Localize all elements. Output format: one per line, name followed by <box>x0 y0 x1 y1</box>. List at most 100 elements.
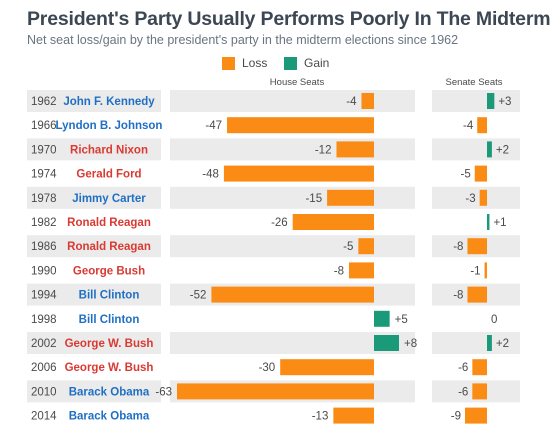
senate-bar-loss <box>472 383 487 400</box>
senate-value-label: +3 <box>498 96 511 108</box>
house-value-label: -30 <box>259 362 276 374</box>
house-bar-loss <box>292 214 374 230</box>
senate-seats-header: Senate Seats <box>445 77 503 88</box>
house-bar-loss <box>177 383 374 400</box>
year-label: 1994 <box>31 290 57 302</box>
chart-subtitle: Net seat loss/gain by the president's pa… <box>27 33 459 47</box>
year-label: 2006 <box>31 362 57 374</box>
house-bar-loss <box>327 189 374 206</box>
senate-band <box>432 332 520 354</box>
label-band <box>27 380 161 403</box>
gain-swatch <box>284 56 297 70</box>
senate-bar-loss <box>465 407 487 424</box>
year-label: 2014 <box>31 411 57 423</box>
senate-value-label: -8 <box>453 241 463 253</box>
house-value-label: +5 <box>395 314 408 326</box>
label-band <box>27 138 161 161</box>
senate-bar-loss <box>467 238 487 255</box>
house-band <box>170 138 415 161</box>
senate-bar-gain <box>487 141 492 158</box>
house-seats-header: House Seats <box>269 77 325 88</box>
house-bar-loss <box>280 359 374 376</box>
senate-value-label: +2 <box>496 144 509 156</box>
house-bar-gain <box>374 310 390 327</box>
president-label: Richard Nixon <box>70 144 148 156</box>
president-label: Jimmy Carter <box>72 193 146 205</box>
year-label: 1970 <box>31 144 57 156</box>
year-label: 1966 <box>31 120 57 132</box>
house-value-label: -5 <box>343 241 353 253</box>
year-label: 1982 <box>31 217 57 229</box>
president-label: George W. Bush <box>65 362 154 374</box>
year-label: 1978 <box>31 193 57 205</box>
house-value-label: -63 <box>155 386 172 398</box>
year-label: 1990 <box>31 265 57 277</box>
house-bar-gain <box>374 335 400 351</box>
house-bar-loss <box>336 141 374 158</box>
year-label: 1986 <box>31 241 57 253</box>
senate-bar-loss <box>472 359 487 376</box>
chart-title: President's Party Usually Performs Poorl… <box>27 8 550 30</box>
house-value-label: -15 <box>305 193 322 205</box>
house-band <box>170 235 415 258</box>
president-label: Ronald Reagan <box>67 241 151 253</box>
senate-value-label: -9 <box>451 411 461 423</box>
senate-value-label: -5 <box>461 169 471 181</box>
legend-item-loss: Loss <box>222 56 267 70</box>
senate-band <box>432 90 520 112</box>
house-band <box>170 186 415 209</box>
house-band <box>170 90 415 112</box>
president-label: Barack Obama <box>69 386 150 398</box>
house-bar-loss <box>211 286 374 303</box>
house-bar-loss <box>361 93 374 109</box>
president-label: Gerald Ford <box>76 169 141 181</box>
senate-value-label: +2 <box>496 338 509 350</box>
senate-bar-gain <box>487 335 492 351</box>
legend-item-gain: Gain <box>284 56 329 70</box>
senate-value-label: +1 <box>493 217 506 229</box>
senate-bar-gain <box>487 93 495 109</box>
year-label: 1998 <box>31 314 57 326</box>
senate-value-label: -1 <box>470 265 480 277</box>
year-label: 1974 <box>31 169 57 181</box>
senate-bar-loss <box>467 286 487 303</box>
senate-bar-gain <box>487 214 490 230</box>
president-label: Lyndon B. Johnson <box>56 120 163 132</box>
house-value-label: -13 <box>312 411 329 423</box>
house-bar-loss <box>348 262 374 279</box>
senate-bar-loss <box>479 189 487 206</box>
label-band <box>27 186 161 209</box>
senate-bar-loss <box>484 262 487 279</box>
senate-bar-loss <box>477 117 487 134</box>
senate-value-label: -8 <box>453 290 463 302</box>
year-label: 2010 <box>31 386 57 398</box>
label-band <box>27 90 161 112</box>
house-value-label: +8 <box>404 338 417 350</box>
house-value-label: -4 <box>346 96 357 108</box>
senate-value-label: -6 <box>458 386 468 398</box>
legend-loss-label: Loss <box>242 56 268 70</box>
house-band <box>170 332 415 354</box>
house-value-label: -26 <box>271 217 288 229</box>
senate-value-label: -4 <box>463 120 474 132</box>
house-value-label: -12 <box>315 144 332 156</box>
president-label: Bill Clinton <box>79 290 140 302</box>
house-value-label: -8 <box>334 265 344 277</box>
house-bar-loss <box>227 117 374 134</box>
president-label: Ronald Reagan <box>67 217 151 229</box>
senate-band <box>432 186 520 209</box>
president-label: Barack Obama <box>69 411 150 423</box>
senate-value-label: -3 <box>465 193 475 205</box>
house-value-label: -48 <box>202 169 219 181</box>
loss-swatch <box>222 56 235 70</box>
senate-value-label: 0 <box>491 314 497 326</box>
president-label: John F. Kennedy <box>63 96 155 108</box>
year-label: 2002 <box>31 338 57 350</box>
house-bar-loss <box>358 238 374 255</box>
house-bar-loss <box>333 407 374 424</box>
legend-gain-label: Gain <box>304 56 330 70</box>
president-label: Bill Clinton <box>79 314 140 326</box>
label-band <box>27 235 161 258</box>
year-label: 1962 <box>31 96 57 108</box>
